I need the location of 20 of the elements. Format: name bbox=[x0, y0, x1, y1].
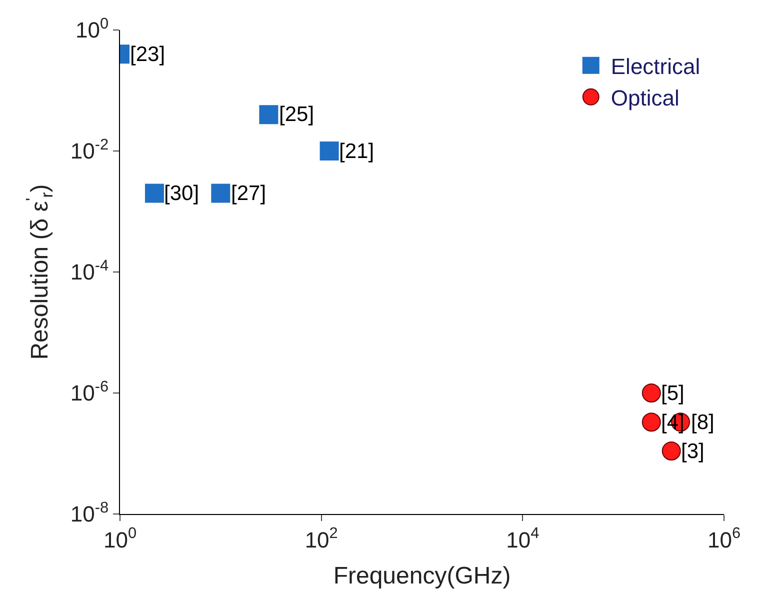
annotation: [8] bbox=[691, 411, 714, 434]
legend-label: Electrical bbox=[610, 54, 700, 79]
annotation: [23] bbox=[130, 43, 166, 66]
annotation: [21] bbox=[339, 140, 374, 163]
annotation: [3] bbox=[681, 440, 704, 463]
x-tick-label: 10$^{2}$ bbox=[304, 525, 338, 552]
y-tick-label: 10$^{0}$ bbox=[76, 15, 109, 43]
annotation: [27] bbox=[231, 182, 266, 205]
x-tick-label: 10$^{4}$ bbox=[506, 525, 540, 552]
annotation: [30] bbox=[164, 182, 200, 205]
annotation: [25] bbox=[279, 103, 314, 126]
legend-label: Optical bbox=[610, 86, 680, 110]
y-tick-label: 10$^{-8}$ bbox=[70, 499, 109, 527]
annotation: [5] bbox=[661, 382, 684, 405]
x-tick-label: 10$^{0}$ bbox=[103, 525, 137, 552]
x-axis-title: Frequency(GHz) bbox=[333, 562, 511, 590]
y-tick-label: 10$^{-6}$ bbox=[70, 378, 109, 406]
y-tick-label: 10$^{-4}$ bbox=[70, 257, 110, 285]
x-tick-label: 10$^{6}$ bbox=[707, 525, 741, 552]
y-tick-label: 10$^{-2}$ bbox=[70, 136, 109, 164]
